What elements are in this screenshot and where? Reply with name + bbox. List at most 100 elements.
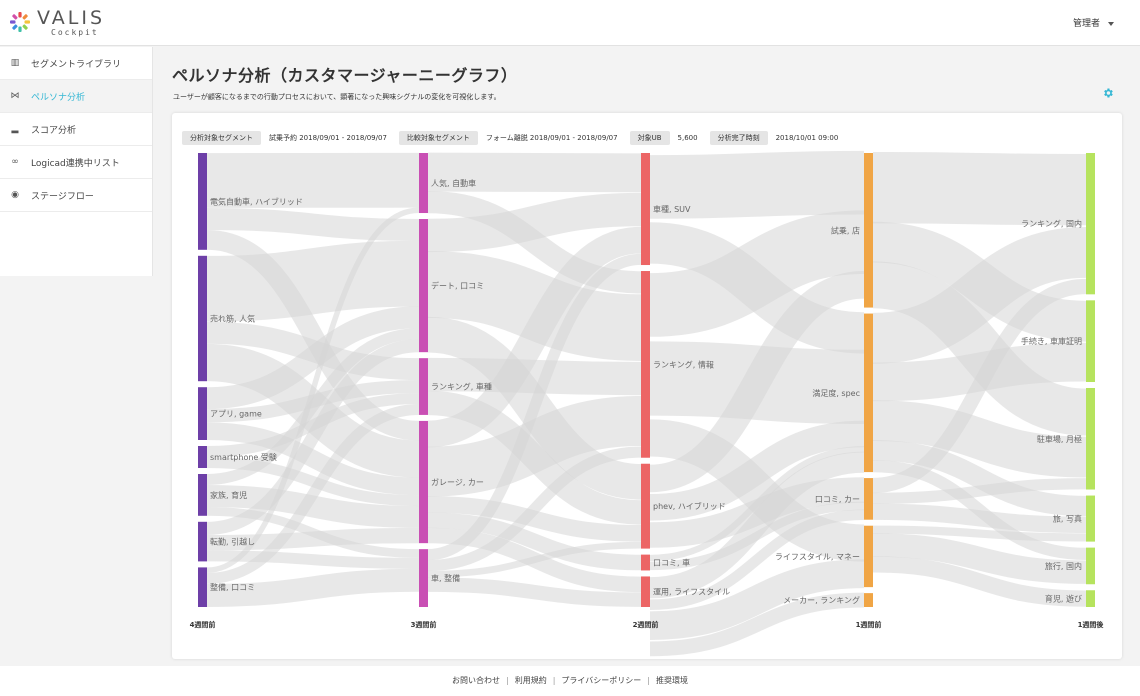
sankey-link bbox=[649, 592, 865, 657]
sankey-icon: ⋈ bbox=[10, 91, 20, 101]
sankey-node[interactable] bbox=[419, 420, 428, 544]
sankey-link bbox=[872, 478, 1087, 505]
sankey-link bbox=[649, 420, 865, 521]
sankey-link bbox=[206, 208, 420, 241]
sankey-node-label: メーカー, ランキング bbox=[783, 595, 860, 605]
sankey-link bbox=[872, 152, 1087, 226]
sankey-node[interactable] bbox=[1086, 547, 1095, 585]
sankey-node[interactable] bbox=[641, 463, 650, 549]
link-icon: ∞ bbox=[11, 157, 19, 167]
sankey-node[interactable] bbox=[864, 313, 873, 473]
logo-icon bbox=[10, 12, 30, 32]
sankey-node[interactable] bbox=[864, 593, 873, 607]
page-description: ユーザーが顧客になるまでの行動プロセスにおいて、顕著になった興味シグナルの変化を… bbox=[173, 93, 501, 101]
segment-value: 試乗予約 2018/09/01 - 2018/09/07 bbox=[269, 134, 387, 142]
sankey-node[interactable] bbox=[1086, 590, 1095, 607]
sankey-node[interactable] bbox=[1086, 153, 1095, 295]
sankey-node-label: 電気自動車, ハイブリッド bbox=[210, 196, 303, 206]
sankey-node[interactable] bbox=[1086, 495, 1095, 542]
sankey-link bbox=[872, 400, 1087, 478]
sankey-node-label: 満足度, spec bbox=[812, 388, 860, 398]
sankey-link bbox=[871, 261, 1088, 436]
sankey-node[interactable] bbox=[419, 358, 428, 415]
sidebar-item-stage-flow[interactable]: ◉ ステージフロー bbox=[0, 179, 152, 212]
sankey-link bbox=[206, 422, 420, 496]
sankey-link bbox=[206, 457, 420, 507]
sidebar-item-label: ペルソナ分析 bbox=[31, 92, 86, 103]
sankey-node[interactable] bbox=[864, 525, 873, 588]
sankey-column-label: 4週間前 bbox=[190, 620, 216, 629]
sankey-node[interactable] bbox=[864, 478, 873, 520]
sankey-node[interactable] bbox=[641, 554, 650, 571]
sankey-node[interactable] bbox=[198, 153, 207, 250]
sankey-link bbox=[427, 152, 642, 193]
footer-separator: | bbox=[506, 676, 509, 685]
done-label: 分析完了時刻 bbox=[709, 131, 768, 145]
sidebar-item-label: セグメントライブラリ bbox=[31, 59, 122, 70]
chart-card: 分析対象セグメント 試乗予約 2018/09/01 - 2018/09/07 比… bbox=[172, 113, 1122, 659]
sankey-node-label: 旅, 写真 bbox=[1053, 514, 1082, 524]
sankey-link bbox=[206, 328, 420, 485]
sankey-node[interactable] bbox=[641, 576, 650, 607]
sankey-node-label: ランキング, 情報 bbox=[653, 359, 714, 369]
sankey-node-label: phev, ハイブリッド bbox=[653, 501, 726, 511]
sankey-link bbox=[206, 568, 420, 607]
sankey-link bbox=[206, 339, 420, 535]
sidebar-item-segment-library[interactable]: ▥ セグメントライブラリ bbox=[0, 47, 152, 80]
sankey-node[interactable] bbox=[1086, 300, 1095, 382]
sankey-link bbox=[649, 270, 865, 493]
sankey-node-label: 口コミ, 車 bbox=[653, 558, 690, 568]
sankey-node[interactable] bbox=[198, 521, 207, 562]
eye-icon: ◉ bbox=[11, 190, 19, 200]
sankey-node[interactable] bbox=[198, 567, 207, 607]
compare-label: 比較対象セグメント bbox=[398, 131, 478, 145]
brand-logo[interactable]: VALIS Cockpit bbox=[9, 9, 105, 39]
sankey-node[interactable] bbox=[641, 271, 650, 458]
sidebar-item-score-analysis[interactable]: ▂ スコア分析 bbox=[0, 113, 152, 146]
sankey-link bbox=[427, 446, 642, 572]
sankey-column-label: 1週間後 bbox=[1078, 620, 1105, 629]
sankey-node[interactable] bbox=[198, 387, 207, 440]
sankey-link bbox=[427, 512, 642, 571]
sankey-node[interactable] bbox=[641, 153, 650, 266]
sankey-node[interactable] bbox=[864, 153, 873, 308]
sankey-link bbox=[649, 419, 865, 562]
sankey-link bbox=[872, 556, 1087, 607]
footer-link-contact[interactable]: お問い合わせ bbox=[452, 676, 501, 685]
sankey-link bbox=[872, 440, 1087, 517]
done-value: 2018/10/01 09:00 bbox=[775, 134, 839, 142]
sidebar-item-logicad-list[interactable]: ∞ Logicad連携中リスト bbox=[0, 146, 152, 179]
sankey-node[interactable] bbox=[198, 474, 207, 516]
sankey-link bbox=[206, 207, 420, 573]
sankey-node-label: 運用, ライフスタイル bbox=[653, 588, 730, 597]
top-bar: VALIS Cockpit 管理者 bbox=[0, 0, 1140, 46]
footer-link-privacy[interactable]: プライバシーポリシー bbox=[561, 676, 642, 685]
sankey-node[interactable] bbox=[198, 255, 207, 382]
segment-label: 分析対象セグメント bbox=[182, 131, 261, 145]
brand-sub: Cockpit bbox=[51, 28, 99, 37]
sankey-node[interactable] bbox=[1086, 387, 1095, 490]
sankey-link bbox=[872, 226, 1087, 364]
sankey-link bbox=[872, 278, 1087, 494]
bars-icon: ▥ bbox=[10, 58, 20, 68]
sankey-node-label: 家族, 育児 bbox=[210, 490, 247, 500]
sidebar-item-label: ステージフロー bbox=[31, 191, 94, 202]
sidebar-item-label: スコア分析 bbox=[31, 125, 77, 136]
sankey-link bbox=[649, 451, 865, 599]
sankey-node-label: 人気, 自動車 bbox=[431, 178, 476, 188]
footer-link-environment[interactable]: 推奨環境 bbox=[655, 676, 688, 685]
sankey-node[interactable] bbox=[419, 153, 428, 214]
sankey-link bbox=[649, 446, 865, 562]
sankey-node[interactable] bbox=[419, 549, 428, 607]
sidebar-item-persona-analysis[interactable]: ⋈ ペルソナ分析 bbox=[0, 80, 152, 113]
sankey-node[interactable] bbox=[198, 446, 207, 468]
sankey-node-label: デート, 口コミ bbox=[431, 281, 484, 291]
user-menu[interactable]: 管理者 bbox=[1073, 16, 1114, 29]
sidebar-item-label: Logicad連携中リスト bbox=[31, 158, 120, 169]
sankey-link bbox=[872, 525, 1087, 542]
sankey-node-label: 育児, 遊び bbox=[1045, 594, 1082, 604]
footer-link-terms[interactable]: 利用規約 bbox=[514, 676, 547, 685]
sankey-node[interactable] bbox=[419, 219, 428, 353]
gear-icon[interactable] bbox=[1102, 87, 1114, 99]
